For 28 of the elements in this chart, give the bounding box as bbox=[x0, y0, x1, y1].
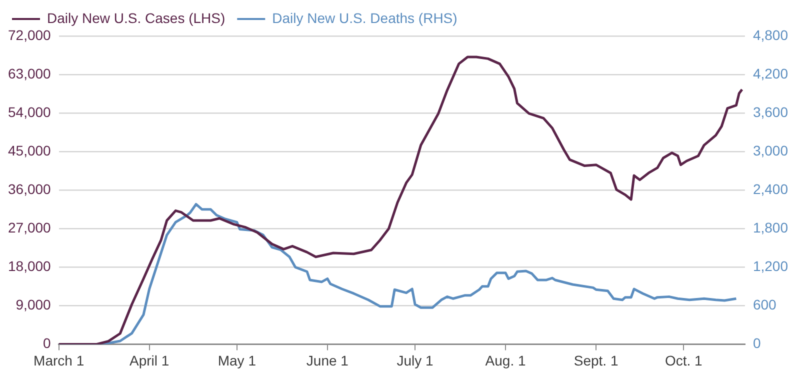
x-tick-label: Aug. 1 bbox=[485, 352, 526, 368]
y2-tick-label: 3,600 bbox=[752, 104, 788, 120]
y-tick-label: 54,000 bbox=[8, 104, 52, 120]
y2-tick-label: 3,000 bbox=[752, 142, 788, 158]
y2-tick-label: 4,200 bbox=[752, 65, 788, 82]
x-tick-label: Sept. 1 bbox=[574, 352, 618, 368]
legend-label: Daily New U.S. Deaths (RHS) bbox=[272, 10, 458, 26]
x-tick-label: June 1 bbox=[306, 352, 349, 368]
y-tick-label: 72,000 bbox=[8, 26, 52, 43]
x-tick-label: March 1 bbox=[34, 352, 84, 368]
y2-tick-label: 4,800 bbox=[752, 26, 788, 43]
y-tick-label: 27,000 bbox=[8, 219, 52, 236]
y-tick-label: 18,000 bbox=[8, 258, 52, 274]
x-tick-label: July 1 bbox=[396, 352, 434, 368]
legend-label: Daily New U.S. Cases (LHS) bbox=[47, 10, 226, 26]
y-tick-label: 45,000 bbox=[8, 142, 52, 158]
y2-tick-label: 1,800 bbox=[752, 219, 788, 236]
y2-tick-label: 2,400 bbox=[752, 180, 788, 197]
y2-tick-label: 600 bbox=[752, 296, 777, 313]
x-tick-label: April 1 bbox=[129, 352, 170, 368]
y-tick-label: 36,000 bbox=[8, 180, 52, 197]
y-tick-label: 0 bbox=[43, 335, 52, 352]
x-tick-label: May 1 bbox=[218, 352, 256, 368]
y2-tick-label: 0 bbox=[752, 335, 761, 352]
x-tick-label: Oct. 1 bbox=[664, 352, 703, 368]
y2-tick-label: 1,200 bbox=[752, 258, 788, 274]
y-tick-label: 63,000 bbox=[8, 65, 52, 82]
y-tick-label: 9,000 bbox=[16, 296, 52, 313]
